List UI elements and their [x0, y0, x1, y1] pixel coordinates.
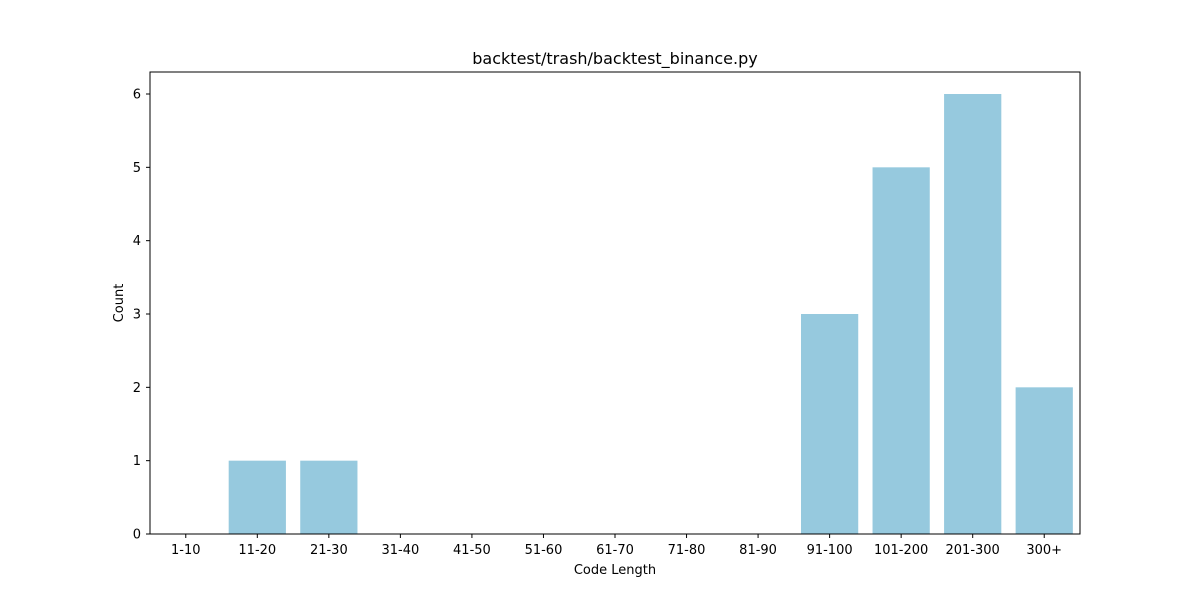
x-tick-label: 51-60	[525, 543, 563, 558]
bar-300+	[1015, 387, 1073, 534]
x-tick-label: 81-90	[739, 543, 777, 558]
y-tick-label: 4	[133, 234, 141, 249]
y-tick-label: 5	[133, 161, 141, 176]
y-tick-label: 3	[133, 308, 141, 323]
x-tick-label: 71-80	[668, 543, 706, 558]
x-tick-label: 101-200	[874, 543, 928, 558]
x-tick-label: 11-20	[238, 543, 276, 558]
x-tick-label: 41-50	[453, 543, 491, 558]
x-tick-label: 91-100	[807, 543, 853, 558]
y-tick-label: 1	[133, 454, 141, 469]
bar-101-200	[872, 167, 930, 534]
x-tick-label: 61-70	[596, 543, 634, 558]
bar-11-20	[228, 460, 286, 534]
chart-title: backtest/trash/backtest_binance.py	[472, 49, 757, 69]
bar-21-30	[300, 460, 358, 534]
bars-group	[228, 94, 1073, 534]
y-axis-label: Count	[112, 284, 127, 323]
x-axis: 1-10 11-20 21-30 31-40 41-50 51-60 61-70 71-80 8…	[171, 534, 1062, 558]
y-tick-label: 6	[133, 88, 141, 103]
y-axis: 0 1 2 3 4 5 6	[133, 88, 150, 543]
x-tick-label: 201-300	[946, 543, 1000, 558]
y-tick-label: 2	[133, 381, 141, 396]
x-tick-label: 21-30	[310, 543, 348, 558]
x-axis-label: Code Length	[574, 563, 656, 578]
x-tick-label: 31-40	[381, 543, 419, 558]
x-tick-label: 1-10	[171, 543, 201, 558]
bar-91-100	[801, 314, 859, 534]
plot-frame	[149, 71, 1081, 535]
x-tick-label: 300+	[1026, 543, 1062, 558]
bar-201-300	[944, 94, 1002, 534]
y-tick-label: 0	[133, 528, 141, 543]
